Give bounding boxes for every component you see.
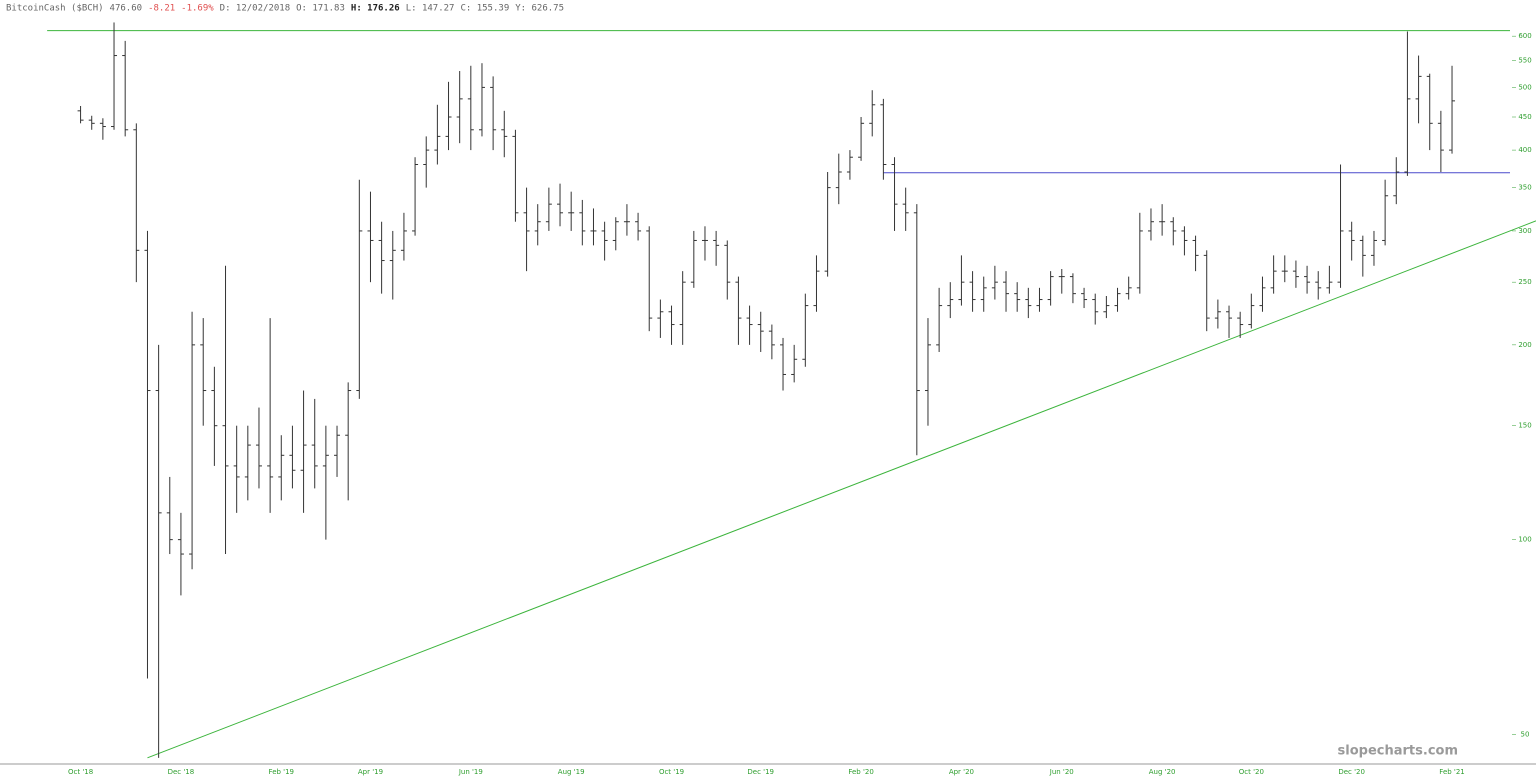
- y-tick-label: 300: [1518, 227, 1531, 235]
- info-item: BitcoinCash ($BCH): [6, 4, 104, 14]
- y-tick-label: 400: [1518, 146, 1531, 154]
- info-item: -8.21: [148, 4, 175, 14]
- info-item: D: 12/02/2018: [220, 4, 290, 14]
- x-tick-label: Jun '20: [1049, 768, 1074, 776]
- x-tick-label: Aug '19: [558, 768, 585, 776]
- x-tick-label: Apr '19: [358, 768, 383, 776]
- watermark: slopecharts.com: [1338, 744, 1458, 759]
- info-item: C: 155.39: [460, 4, 509, 14]
- x-tick-label: Oct '20: [1239, 768, 1264, 776]
- x-tick-label: Dec '19: [747, 768, 774, 776]
- info-item: O: 171.83: [296, 4, 345, 14]
- x-tick-label: Dec '18: [168, 768, 195, 776]
- y-tick-label: 100: [1518, 536, 1531, 544]
- y-tick-label: 50: [1521, 730, 1530, 738]
- info-item: Y: 626.75: [515, 4, 564, 14]
- y-tick-label: 200: [1518, 341, 1531, 349]
- y-tick-label: 600: [1518, 32, 1531, 40]
- x-tick-label: Dec '20: [1338, 768, 1365, 776]
- info-item: L: 147.27: [406, 4, 455, 14]
- y-tick-label: 450: [1518, 113, 1531, 121]
- y-tick-label: 350: [1518, 184, 1531, 192]
- x-tick-label: Jun '19: [458, 768, 483, 776]
- info-item: H: 176.26: [351, 4, 400, 14]
- x-tick-label: Oct '18: [68, 768, 93, 776]
- y-tick-label: 500: [1518, 83, 1531, 91]
- x-tick-label: Apr '20: [949, 768, 974, 776]
- y-tick-label: 150: [1518, 422, 1531, 430]
- x-tick-label: Oct '19: [659, 768, 684, 776]
- info-item: -1.69%: [181, 4, 214, 14]
- x-tick-label: Feb '20: [848, 768, 873, 776]
- x-tick-label: Feb '19: [269, 768, 294, 776]
- trend-line: [147, 220, 1536, 759]
- info-item: 476.60: [110, 4, 143, 14]
- y-tick-label: 250: [1518, 278, 1531, 286]
- x-tick-label: Aug '20: [1149, 768, 1176, 776]
- x-tick-label: Feb '21: [1439, 768, 1464, 776]
- y-tick-label: 550: [1518, 57, 1531, 65]
